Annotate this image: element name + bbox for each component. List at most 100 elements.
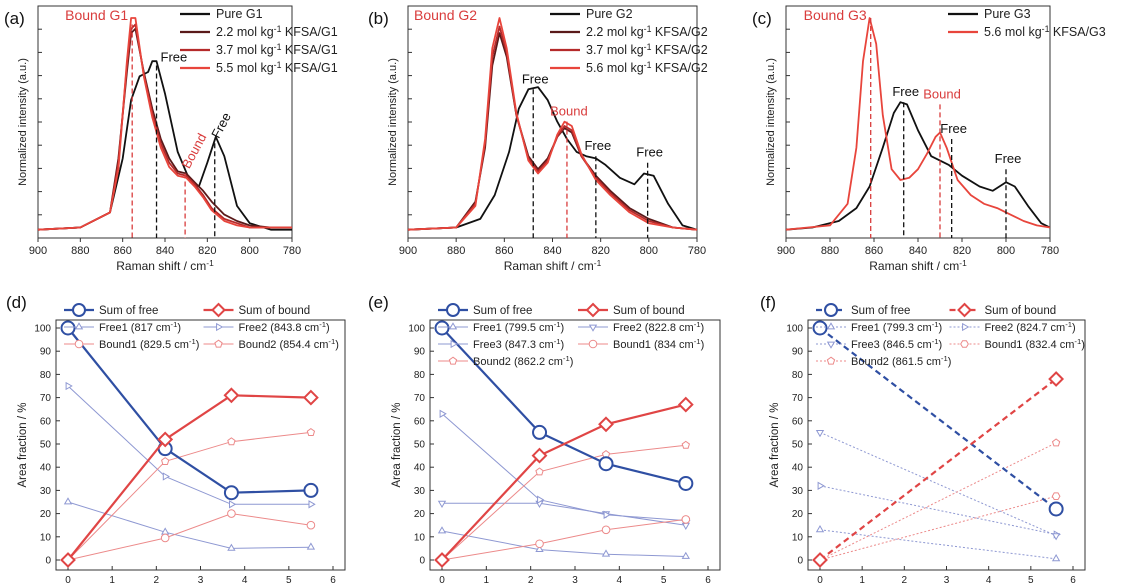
data-point: [161, 456, 170, 465]
data-point: [681, 440, 690, 449]
peak-label: Free: [892, 84, 919, 99]
legend-label: Pure G3: [984, 7, 1031, 21]
y-tick-label: 80: [792, 370, 804, 381]
x-tick-label: 3: [198, 575, 204, 586]
series-line: [819, 485, 1057, 535]
data-point: [302, 389, 319, 406]
data-point: [812, 320, 828, 336]
x-tick-label: 4: [986, 575, 992, 586]
y-axis-label: Normalized intensity (a.u.): [765, 58, 777, 186]
data-point: [817, 481, 825, 490]
y-tick-label: 50: [40, 440, 52, 451]
y-tick-label: 80: [40, 370, 52, 381]
data-point: [65, 381, 73, 391]
series-line: [67, 327, 311, 494]
x-tick-label: 840: [543, 245, 561, 257]
y-tick-label: 70: [40, 393, 52, 404]
data-point: [1051, 438, 1061, 447]
legend-label: 5.6 mol kg-1 KFSA/G3: [984, 24, 1106, 39]
x-tick-label: 0: [817, 575, 823, 586]
legend-marker: [211, 302, 226, 318]
x-tick-label: 800: [997, 245, 1015, 257]
legend-marker: [826, 322, 836, 330]
data-point: [229, 500, 237, 509]
y-tick-label: 90: [792, 347, 804, 358]
data-point: [306, 427, 316, 436]
y-tick-label: 70: [792, 393, 804, 404]
x-tick-label: 5: [1028, 575, 1034, 586]
data-point: [1048, 371, 1065, 387]
x-tick-label: 4: [617, 575, 623, 586]
data-point: [678, 475, 694, 491]
legend-label: 3.7 mol kg-1 KFSA/G2: [586, 42, 708, 57]
y-axis-label: Normalized intensity (a.u.): [387, 58, 399, 186]
legend-label: Sum of bound: [239, 305, 311, 317]
legend-marker: [826, 356, 836, 365]
data-point: [227, 509, 236, 518]
data-point: [812, 552, 828, 568]
legend-label: Bound1 (832.4 cm-1): [985, 337, 1085, 351]
panel-f: (f)01234560102030405060708090100Molality…: [760, 293, 1086, 586]
legend-label: Pure G2: [586, 7, 633, 21]
data-point: [601, 549, 611, 557]
legend-marker: [826, 341, 836, 349]
data-point: [223, 485, 239, 501]
y-tick-label: 60: [792, 416, 804, 427]
series-line: [819, 495, 1057, 561]
legend-marker: [585, 302, 601, 318]
data-point: [1048, 501, 1064, 517]
legend-marker: [450, 339, 458, 349]
x-tick-label: 6: [1070, 575, 1076, 586]
data-point: [598, 416, 614, 433]
x-tick-label: 3: [944, 575, 950, 586]
x-tick-label: 2: [154, 575, 160, 586]
plot-frame: [37, 5, 293, 239]
legend-label: 3.7 mol kg-1 KFSA/G1: [216, 42, 338, 57]
data-point: [598, 456, 614, 472]
y-tick-label: 80: [414, 370, 426, 381]
legend-marker: [588, 339, 598, 349]
peak-label: Bound: [923, 86, 961, 101]
spectrum-line-3: [407, 25, 698, 231]
panel-letter: (f): [760, 293, 776, 312]
legend-label: Pure G1: [216, 7, 263, 21]
data-point: [601, 525, 611, 535]
data-point: [306, 520, 316, 530]
panel-e: (e)01234560102030405060708090100Molality…: [368, 293, 721, 586]
legend-marker: [962, 322, 970, 332]
legend-label: 5.6 mol kg-1 KFSA/G2: [586, 60, 708, 75]
legend-marker: [74, 322, 84, 330]
peak-label: Bound G1: [65, 7, 128, 23]
series-line: [67, 501, 311, 549]
data-point: [603, 510, 611, 519]
data-point: [1051, 533, 1061, 541]
y-tick-label: 30: [414, 486, 426, 497]
x-tick-label: 6: [330, 575, 336, 586]
x-tick-label: 1: [109, 575, 115, 586]
legend-label: Sum of bound: [613, 305, 685, 317]
data-point: [308, 500, 316, 509]
data-point: [531, 447, 548, 464]
legend-label: Free3 (847.3 cm-1): [473, 337, 564, 351]
series-line: [441, 327, 687, 485]
data-point: [306, 542, 316, 550]
data-point: [434, 320, 450, 336]
data-point: [535, 539, 544, 549]
y-tick-label: 0: [45, 556, 51, 567]
peak-label: Free: [161, 50, 188, 65]
series-line: [442, 502, 686, 526]
x-tick-label: 0: [439, 575, 445, 586]
y-tick-label: 40: [792, 463, 804, 474]
peak-label: Free: [636, 145, 663, 160]
x-tick-label: 900: [777, 245, 795, 257]
data-point: [157, 431, 174, 448]
spectrum-line-1: [407, 86, 698, 231]
series-line: [819, 378, 1057, 561]
x-tick-label: 900: [29, 245, 47, 257]
legend-label: 2.2 mol kg-1 KFSA/G1: [216, 24, 338, 39]
panel-a: (a) 900 880 860 840 820 800 780 Raman shift / cm…: [4, 5, 338, 273]
plot-frame: [55, 319, 346, 571]
data-point: [227, 543, 236, 551]
y-tick-label: 10: [40, 532, 52, 543]
peak-label: Free: [995, 151, 1022, 166]
